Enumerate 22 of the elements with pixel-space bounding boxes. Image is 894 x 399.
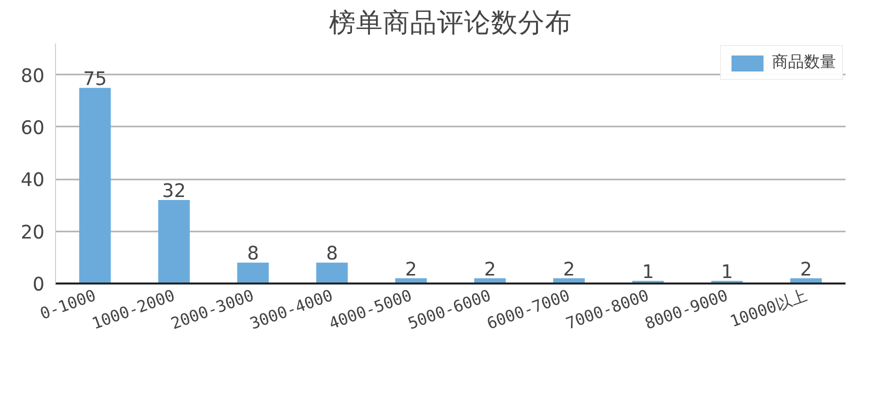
bar xyxy=(316,262,348,284)
data-label: 1 xyxy=(721,262,733,283)
data-label: 1 xyxy=(642,262,654,283)
y-tick-label: 60 xyxy=(20,118,45,139)
y-tick-label: 0 xyxy=(32,274,45,296)
y-tick-label: 80 xyxy=(20,66,45,87)
data-label: 2 xyxy=(800,259,812,280)
chart-title: 榜单商品评论数分布 xyxy=(329,8,572,38)
data-label: 2 xyxy=(484,259,496,280)
x-tick-label: 10000以上 xyxy=(727,286,810,331)
bar xyxy=(158,200,190,284)
bar xyxy=(237,262,269,284)
data-label: 8 xyxy=(247,244,259,265)
data-label: 2 xyxy=(563,259,575,280)
legend-label: 商品数量 xyxy=(772,52,836,73)
data-label: 32 xyxy=(162,181,186,202)
y-tick-label: 40 xyxy=(20,170,45,192)
data-label: 8 xyxy=(326,244,338,265)
data-label: 75 xyxy=(83,68,107,90)
y-tick-label: 20 xyxy=(20,222,45,244)
bar xyxy=(79,88,111,284)
data-label: 2 xyxy=(405,259,417,280)
